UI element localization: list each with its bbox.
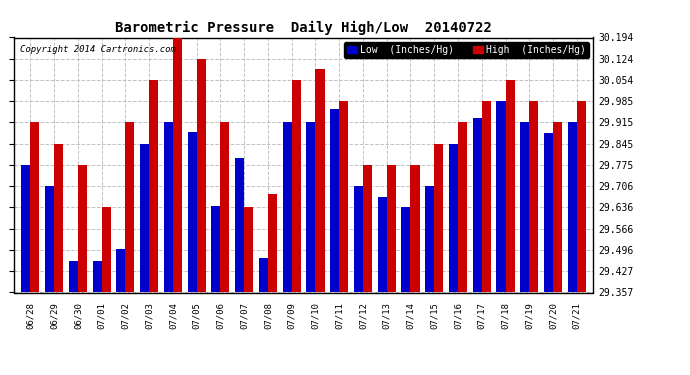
Bar xyxy=(458,122,467,292)
Bar xyxy=(21,165,30,292)
Title: Barometric Pressure  Daily High/Low  20140722: Barometric Pressure Daily High/Low 20140… xyxy=(115,21,492,35)
Bar xyxy=(117,249,126,292)
Legend: Low  (Inches/Hg), High  (Inches/Hg): Low (Inches/Hg), High (Inches/Hg) xyxy=(344,42,589,58)
Bar xyxy=(69,261,78,292)
Bar xyxy=(292,80,301,292)
Bar xyxy=(268,194,277,292)
Bar xyxy=(434,144,443,292)
Bar xyxy=(411,165,420,292)
Bar xyxy=(55,144,63,292)
Bar xyxy=(197,59,206,292)
Bar xyxy=(544,133,553,292)
Bar xyxy=(30,122,39,292)
Bar xyxy=(482,101,491,292)
Bar xyxy=(78,165,87,292)
Bar xyxy=(339,101,348,292)
Bar xyxy=(164,122,173,292)
Bar xyxy=(449,144,458,292)
Bar xyxy=(149,80,158,292)
Bar xyxy=(473,118,482,292)
Bar xyxy=(283,122,292,292)
Bar xyxy=(140,144,149,292)
Bar xyxy=(259,258,268,292)
Bar xyxy=(506,80,515,292)
Bar xyxy=(244,207,253,292)
Bar xyxy=(126,122,135,292)
Bar xyxy=(425,186,434,292)
Bar xyxy=(45,186,55,292)
Bar xyxy=(402,207,411,292)
Bar xyxy=(386,165,396,292)
Bar xyxy=(315,69,324,292)
Bar xyxy=(331,109,339,292)
Bar xyxy=(173,38,182,292)
Bar xyxy=(92,261,101,292)
Bar xyxy=(188,132,197,292)
Bar xyxy=(529,101,538,292)
Bar xyxy=(497,101,506,292)
Bar xyxy=(354,186,363,292)
Text: Copyright 2014 Cartronics.com: Copyright 2014 Cartronics.com xyxy=(19,45,175,54)
Bar xyxy=(363,165,372,292)
Bar xyxy=(520,122,529,292)
Bar xyxy=(306,122,315,292)
Bar xyxy=(568,122,577,292)
Bar xyxy=(221,122,230,292)
Bar xyxy=(211,206,221,292)
Bar xyxy=(577,101,586,292)
Bar xyxy=(101,207,110,292)
Bar xyxy=(377,197,386,292)
Bar xyxy=(235,158,244,292)
Bar xyxy=(553,122,562,292)
